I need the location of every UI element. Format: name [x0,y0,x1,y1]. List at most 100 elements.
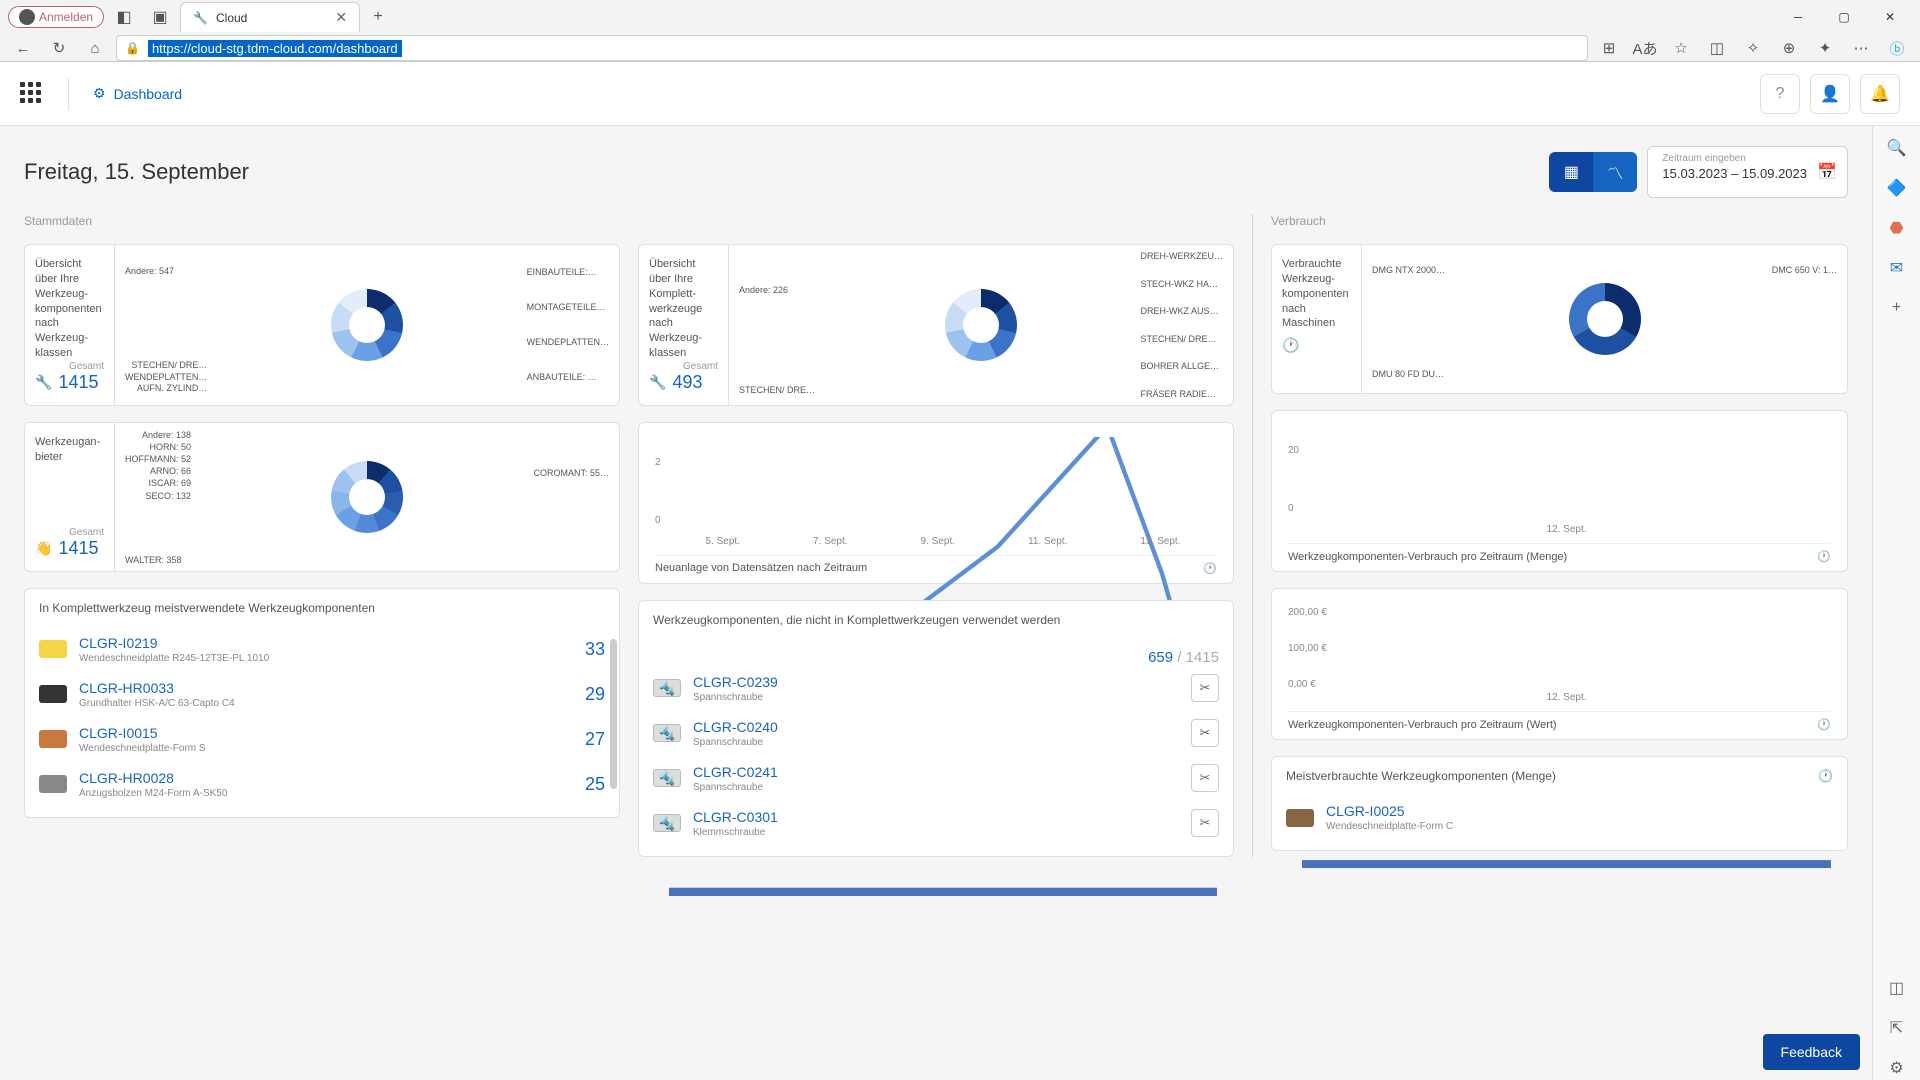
card-title: Übersicht über Ihre Komplett­werkzeuge n… [649,257,718,361]
thumb-icon: 🔩 [653,769,681,787]
address-bar[interactable]: 🔒 https://cloud-stg.tdm-cloud.com/dashbo… [116,35,1588,61]
share-icon[interactable]: ⇱ [1885,1016,1909,1040]
list-item[interactable]: 🔩 CLGR-C0239Spannschraube ✂ [653,666,1219,711]
list-item[interactable]: CLGR-HR0033Grundhalter HSK-A/C 63-Capto … [39,672,605,717]
donut-label: HORN: 50 [125,441,191,453]
outlook-icon[interactable]: ✉ [1885,256,1909,280]
thumb-icon [39,685,67,703]
maximize-button[interactable]: ▢ [1822,2,1866,32]
list-item[interactable]: 🔩 CLGR-C0301Klemmschraube ✂ [653,801,1219,846]
profile-label: Anmelden [39,10,93,24]
help-button[interactable]: ? [1760,74,1800,114]
tab-favicon-icon: 🔧 [193,11,208,25]
x-axis: 12. Sept. [1302,692,1831,703]
favorite-icon[interactable]: ☆ [1666,35,1696,61]
item-sub: Wendeschneidplatte-Form S [79,743,573,754]
donut-label: SECO: 132 [125,490,191,502]
item-id: CLGR-I0015 [79,725,573,741]
donut-chart: Andere: 547 STECHEN/ DRE… WENDEPLATTEN… … [115,245,619,405]
app-menu-button[interactable] [20,82,44,106]
item-sub: Wendeschneidplatte R245-12T3E-PL 1010 [79,653,573,664]
list-item[interactable]: CLGR-I0015 Wendeschneidplatte-Form S 27 [39,717,605,762]
y-tick: 100,00 € [1288,643,1327,654]
minimize-button[interactable]: ─ [1776,2,1820,32]
extensions-icon[interactable]: ✦ [1810,35,1840,61]
daterange-input[interactable]: Zeitraum eingeben 15.03.2023 – 15.09.202… [1647,146,1848,198]
favorites-bar-icon[interactable]: ✧ [1738,35,1768,61]
bing-icon[interactable]: ⓑ [1882,35,1912,61]
header-actions: ? 👤 🔔 [1760,74,1900,114]
item-count: 27 [585,729,605,750]
tool-icon: 🔧 [35,374,52,391]
more-icon[interactable]: ⋯ [1846,35,1876,61]
list-item[interactable]: 🔩 CLGR-C0240Spannschraube ✂ [653,711,1219,756]
list-item[interactable]: CLGR-I0219Wendeschneidplatte R245-12T3E-… [39,627,605,672]
donut-label: ANBAUTEILE: … [527,372,609,382]
list-item[interactable]: CLGR-HR0028Anzugsbolzen M24-Form A-SK50 … [39,762,605,807]
item-action-button[interactable]: ✂ [1191,674,1219,702]
x-tick: 13. Sept. [1140,536,1180,547]
user-button[interactable]: 👤 [1810,74,1850,114]
spacer [638,214,1234,228]
x-tick: 5. Sept. [706,536,740,547]
home-button[interactable]: ⌂ [80,35,110,61]
refresh-button[interactable]: ↻ [44,35,74,61]
breadcrumb[interactable]: ⚙ Dashboard [93,85,182,102]
donut-label: Andere: 547 [125,265,174,279]
read-aloud-icon[interactable]: Aあ [1630,35,1660,61]
settings-icon[interactable]: ⚙ [1885,1056,1909,1080]
panel-icon[interactable]: ◫ [1885,976,1909,1000]
notifications-button[interactable]: 🔔 [1860,74,1900,114]
card-title: Werkzeugan­bieter [35,435,104,465]
collections-icon[interactable]: ⊕ [1774,35,1804,61]
item-action-button[interactable]: ✂ [1191,719,1219,747]
item-action-button[interactable]: ✂ [1191,809,1219,837]
workspaces-icon[interactable]: ◧ [108,3,140,31]
browser-tab[interactable]: 🔧 Cloud ✕ [180,2,360,32]
gesamt-label: Gesamt [35,361,104,372]
content-wrap: Freitag, 15. September ▦ 〽 Zeitraum eing… [0,126,1920,1080]
x-tick: 12. Sept. [1546,692,1586,703]
search-icon[interactable]: 🔍 [1885,136,1909,160]
profile-button[interactable]: Anmelden [8,6,104,28]
new-tab-button[interactable]: + [364,3,392,31]
scrollbar[interactable] [610,639,617,789]
card-menge: 20 0 12. Sept. Werkzeugkomponenten-Verbr… [1271,410,1848,572]
donut-chart: DMG NTX 2000… DMU 80 FD DU… DMC 650 V: 1… [1362,245,1847,393]
back-button[interactable]: ← [8,35,38,61]
y-tick: 0 [655,515,661,526]
tab-actions-icon[interactable]: ▣ [144,3,176,31]
donut-label: WENDEPLATTEN… [125,372,207,384]
section-verbrauch: Verbrauch [1271,214,1848,228]
office-icon[interactable]: ⬣ [1885,216,1909,240]
feedback-button[interactable]: Feedback [1763,1034,1860,1070]
item-action-button[interactable]: ✂ [1191,764,1219,792]
col-3: Verbrauch Verbrauchte Werkzeug­komponen­… [1252,214,1848,857]
view-summary-button[interactable]: ▦ [1549,152,1593,192]
line-chart: 200,00 € 100,00 € 0,00 € 12. Sept. [1288,603,1831,703]
gesamt-label: Gesamt [35,527,104,538]
close-window-button[interactable]: ✕ [1868,2,1912,32]
list-item[interactable]: 🔩 CLGR-C0241Spannschraube ✂ [653,756,1219,801]
split-icon[interactable]: ◫ [1702,35,1732,61]
y-tick: 200,00 € [1288,607,1327,618]
breadcrumb-label: Dashboard [114,86,183,102]
calendar-icon: 📅 [1817,162,1837,182]
donut-label: WENDEPLATTEN… [527,337,609,347]
x-tick: 11. Sept. [1028,536,1067,547]
add-icon[interactable]: + [1885,296,1909,320]
translate-icon[interactable]: ⊞ [1594,35,1624,61]
y-tick: 0,00 € [1288,679,1316,690]
clock-icon: 🕐 [1282,337,1351,354]
list-ratio: 659 / 1415 [639,639,1233,666]
close-icon[interactable]: ✕ [335,9,347,26]
x-tick: 9. Sept. [921,536,955,547]
daterange-label: Zeitraum eingeben [1662,153,1807,164]
daterange-value: 15.03.2023 – 15.09.2023 [1662,166,1807,181]
donut-label: MONTAGETEILE… [527,302,609,312]
tag-icon[interactable]: 🔷 [1885,176,1909,200]
donut-label: WALTER: 358 [125,555,182,565]
donut-label: STECHEN/ DRE… [125,360,207,372]
view-chart-button[interactable]: 〽 [1593,152,1637,192]
card-side: Verbrauchte Werkzeug­komponen­ten nach M… [1272,245,1362,393]
